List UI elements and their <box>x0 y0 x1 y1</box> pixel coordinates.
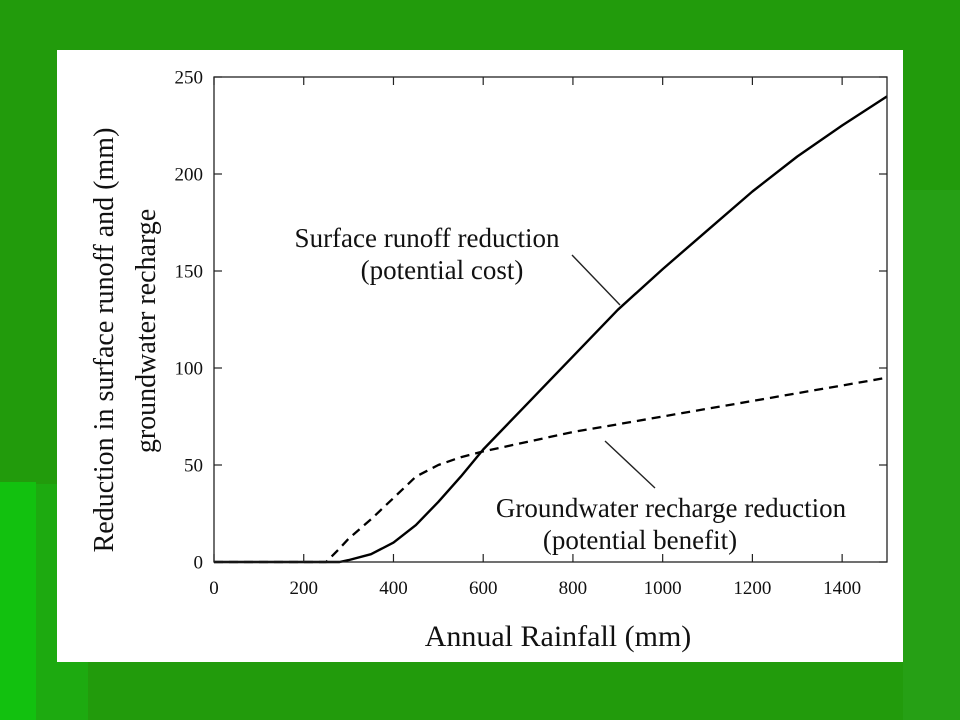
y-tick-label: 100 <box>175 359 204 380</box>
y-tick-label: 200 <box>175 165 204 186</box>
tick-marks <box>213 76 887 563</box>
tick-labels: 0 200 400 600 800 1000 1200 1400 0 50 100 150 200 250 <box>175 68 862 599</box>
y-axis-label-line-2: groundwater recharge <box>131 209 162 453</box>
x-tick-label: 600 <box>469 578 498 599</box>
annotation-surface-runoff-title: Surface runoff reduction <box>295 223 560 253</box>
x-tick-label: 1000 <box>644 578 682 599</box>
slide-decoration-band <box>903 190 960 720</box>
y-tick-label: 250 <box>175 68 204 89</box>
y-tick-label: 150 <box>175 262 204 283</box>
chart-panel <box>57 50 903 662</box>
x-tick-label: 1400 <box>823 578 861 599</box>
annotation-groundwater-note: (potential benefit) <box>543 525 737 555</box>
x-axis-label: Annual Rainfall (mm) <box>425 620 692 653</box>
slide-decoration-band <box>0 482 36 720</box>
y-tick-label: 50 <box>184 456 203 477</box>
annotation-groundwater-title: Groundwater recharge reduction <box>496 493 847 523</box>
x-tick-label: 400 <box>379 578 408 599</box>
x-tick-label: 0 <box>209 578 219 599</box>
annotation-leader-line-groundwater <box>604 440 656 489</box>
annotation-surface-runoff-note: (potential cost) <box>361 255 524 285</box>
x-tick-label: 800 <box>559 578 588 599</box>
plot-frame <box>213 76 888 563</box>
annotation-leader-line-surface-runoff <box>571 254 621 306</box>
y-axis-label-line-1: Reduction in surface runoff and (mm) <box>89 128 120 553</box>
series-line-groundwater-recharge <box>214 376 888 564</box>
y-tick-label: 0 <box>194 553 204 574</box>
x-tick-label: 200 <box>289 578 318 599</box>
x-tick-label: 1200 <box>733 578 771 599</box>
